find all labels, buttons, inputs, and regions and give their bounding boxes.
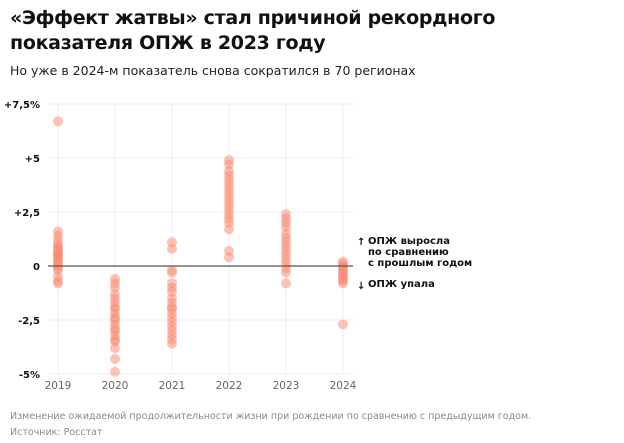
- data-point: [167, 267, 177, 278]
- data-point: [281, 278, 291, 289]
- data-point: [110, 343, 120, 354]
- source: Источник: Росстат: [10, 427, 103, 438]
- y-tick-label: +5: [25, 154, 40, 165]
- data-point: [281, 267, 291, 278]
- data-point: [110, 353, 120, 364]
- annotation: ↑ ОПЖ выросла по сравнению с прошлым год…: [357, 236, 472, 292]
- footnote: Изменение ожидаемой продолжительности жи…: [10, 411, 532, 422]
- data-point: [224, 224, 234, 235]
- data-point: [167, 338, 177, 349]
- arrow-down-icon: ↓: [357, 281, 365, 292]
- x-tick-label: 2021: [159, 380, 186, 392]
- annotation-up-2: по сравнению: [368, 247, 449, 258]
- annotation-up: ОПЖ выросла: [368, 236, 450, 247]
- data-point: [338, 319, 348, 330]
- annotation-down: ОПЖ упала: [368, 279, 435, 290]
- arrow-up-icon: ↑: [357, 237, 365, 248]
- y-tick-label: -2,5: [18, 316, 40, 327]
- data-point: [224, 252, 234, 263]
- x-tick-label: 2019: [45, 380, 72, 392]
- data-point: [53, 278, 63, 289]
- y-tick-label: +7,5%: [4, 100, 40, 111]
- y-tick-label: -5%: [19, 370, 40, 381]
- data-point: [53, 116, 63, 127]
- chart-title: «Эффект жатвы» стал причиной рекордного …: [10, 7, 496, 54]
- data-point: [167, 243, 177, 254]
- x-tick-label: 2023: [273, 380, 300, 392]
- x-tick-label: 2020: [102, 380, 129, 392]
- data-point: [338, 278, 348, 289]
- y-tick-label: 0: [33, 262, 40, 273]
- data-point: [110, 366, 120, 377]
- x-tick-label: 2022: [216, 380, 243, 392]
- annotation-up-3: с прошлым годом: [368, 258, 472, 269]
- chart-subtitle: Но уже в 2024-м показатель снова сократи…: [10, 63, 416, 78]
- x-tick-label: 2024: [330, 380, 357, 392]
- y-tick-label: +2,5: [14, 208, 40, 219]
